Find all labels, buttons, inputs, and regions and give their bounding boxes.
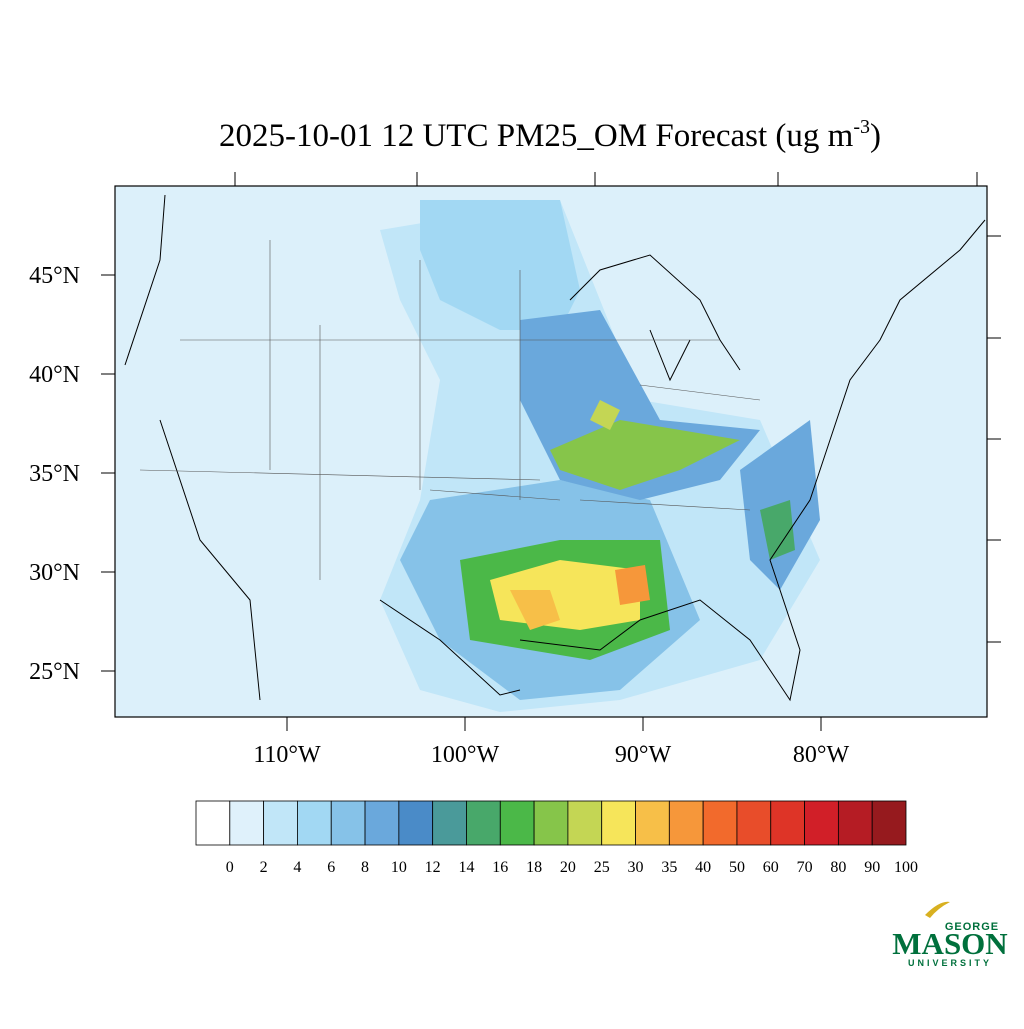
colorbar: 0 2 4 6 8 10 12 14 16 18 20 25 30 35 40 50 60 70 80 90 100 [195,800,918,876]
colorbar-box [601,800,636,846]
logo-top: GEORGE [945,921,999,933]
colorbar-box [871,800,907,846]
colorbar-label: 80 [830,859,846,876]
map [114,172,1001,718]
colorbar-label: 14 [458,859,474,876]
colorbar-label: 25 [594,859,610,876]
colorbar-box [635,800,670,846]
logo-bottom: UNIVERSITY [908,958,992,968]
colorbar-label: 0 [226,859,234,876]
colorbar-box [837,800,873,846]
colorbar-box [432,800,467,846]
colorbar-box [297,800,332,846]
colorbar-label: 70 [797,859,813,876]
colorbar-label: 60 [763,859,779,876]
lat-label: 40°N [29,362,80,388]
colorbar-box [364,800,400,846]
colorbar-label: 16 [492,859,508,876]
colorbar-box [195,800,231,846]
colorbar-box [533,800,569,846]
colorbar-box [330,800,366,846]
colorbar-label: 8 [361,859,369,876]
lon-label: 110°W [253,742,321,768]
colorbar-label: 100 [894,859,918,876]
colorbar-label: 10 [391,859,407,876]
colorbar-box [499,800,535,846]
colorbar-label: 30 [628,859,644,876]
logo-main: MASON [892,926,1007,961]
map-frame [114,185,988,718]
lon-label: 100°W [431,742,500,768]
axes: 45°N 40°N 35°N 30°N 25°N 110°W 100°W 90°W 80°W [29,263,849,768]
colorbar-label: 35 [661,859,677,876]
colorbar-label: 6 [327,859,335,876]
lat-label: 25°N [29,659,80,685]
colorbar-label: 90 [864,859,880,876]
lon-label: 80°W [793,742,850,768]
lat-label: 30°N [29,560,80,586]
colorbar-box [229,800,265,846]
field [380,200,820,712]
colorbar-box [668,800,704,846]
title: 2025-10-01 12 UTC PM25_OM Forecast (ug m… [219,116,881,154]
colorbar-box [567,800,603,846]
colorbar-label: 50 [729,859,745,876]
logo-swoosh [925,901,950,918]
colorbar-label: 12 [425,859,441,876]
lon-label: 90°W [615,742,672,768]
state-borders [139,240,761,580]
colorbar-label: 4 [293,859,301,876]
colorbar-box [398,800,434,846]
coastline [124,194,986,702]
colorbar-label: 2 [260,859,268,876]
colorbar-box [770,800,805,846]
lat-label: 35°N [29,461,80,487]
lat-label: 45°N [29,263,80,289]
colorbar-box [702,800,738,846]
colorbar-label: 40 [695,859,711,876]
logo: GEORGE MASON UNIVERSITY [892,901,1008,968]
colorbar-label: 18 [526,859,542,876]
colorbar-label: 20 [560,859,576,876]
colorbar-box [263,800,298,846]
colorbar-box [804,800,839,846]
colorbar-box [466,800,501,846]
colorbar-box [736,800,772,846]
frame-ticks [234,172,1001,643]
